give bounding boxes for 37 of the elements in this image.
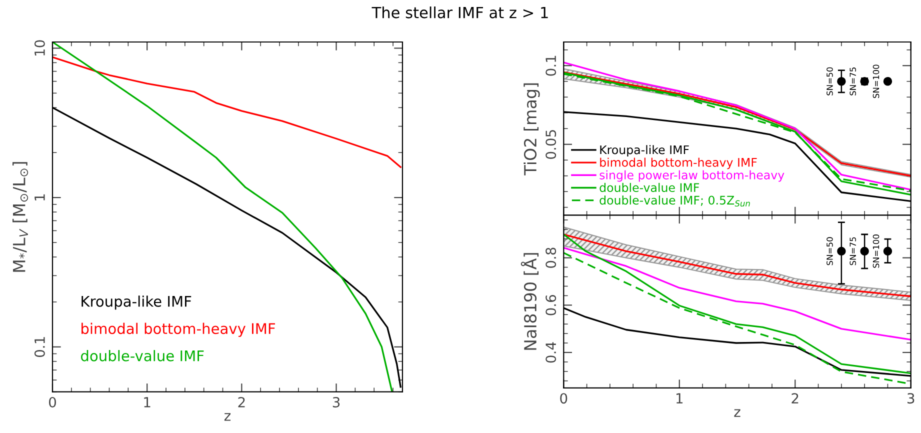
annotation: SN=75 <box>850 68 856 96</box>
y-tick-label: 0.05 <box>546 130 556 159</box>
x-tick-label: 0 <box>560 393 568 404</box>
x-tick-label: 1 <box>676 393 683 404</box>
x-tick-label: 0 <box>48 396 56 408</box>
x-tick-label: 3 <box>332 396 340 408</box>
y-tick-label: 0.6 <box>546 294 556 316</box>
y-axis-title: NaI8190 [Å] <box>520 253 539 350</box>
annotation: SN=100 <box>872 64 880 98</box>
annotation: SN=50 <box>826 67 833 96</box>
text: Kroupa-like IMF <box>82 296 192 310</box>
y-tick-label: 0.1 <box>546 56 556 76</box>
legend-label: bimodal bottom-heavy IMF <box>600 158 757 170</box>
x-tick-label: 3 <box>908 393 914 404</box>
y-axis-title: TiO2 [mag] <box>524 83 540 176</box>
x-tick-label: 2 <box>238 396 245 408</box>
x-axis-title: z <box>224 413 231 421</box>
y-tick-label: 0.8 <box>546 248 556 268</box>
y-tick-label: 10 <box>34 40 45 56</box>
x-tick-label: 1 <box>144 397 150 408</box>
y-tick-label: 0.4 <box>546 342 556 363</box>
text: bimodal bottom-heavy IMF <box>82 322 275 337</box>
line-series <box>52 56 402 168</box>
x-axis-title: z <box>734 409 740 417</box>
text: M$_{*}$/L$_{V}$ [M$_{⊙}$/L$_{⊙}$] <box>12 162 28 272</box>
text: The stellar IMF at z > 1 <box>372 6 548 18</box>
x-tick-label: 2 <box>792 393 798 404</box>
annotation: SN=50 <box>826 237 833 266</box>
legend-label: double-value IMF <box>600 182 700 192</box>
legend-label: double-value IMF; 0.5Z$_{Sun}$ <box>600 196 750 207</box>
text: double-value IMF <box>81 350 204 362</box>
y-tick-label: 0.1 <box>34 337 45 358</box>
legend-label: Kroupa-like IMF <box>600 145 689 157</box>
y-tick-label: 1 <box>34 194 45 200</box>
annotation: SN=100 <box>872 234 880 268</box>
annotation: SN=75 <box>850 237 856 266</box>
legend-label: single power-law bottom-heavy <box>600 170 784 182</box>
